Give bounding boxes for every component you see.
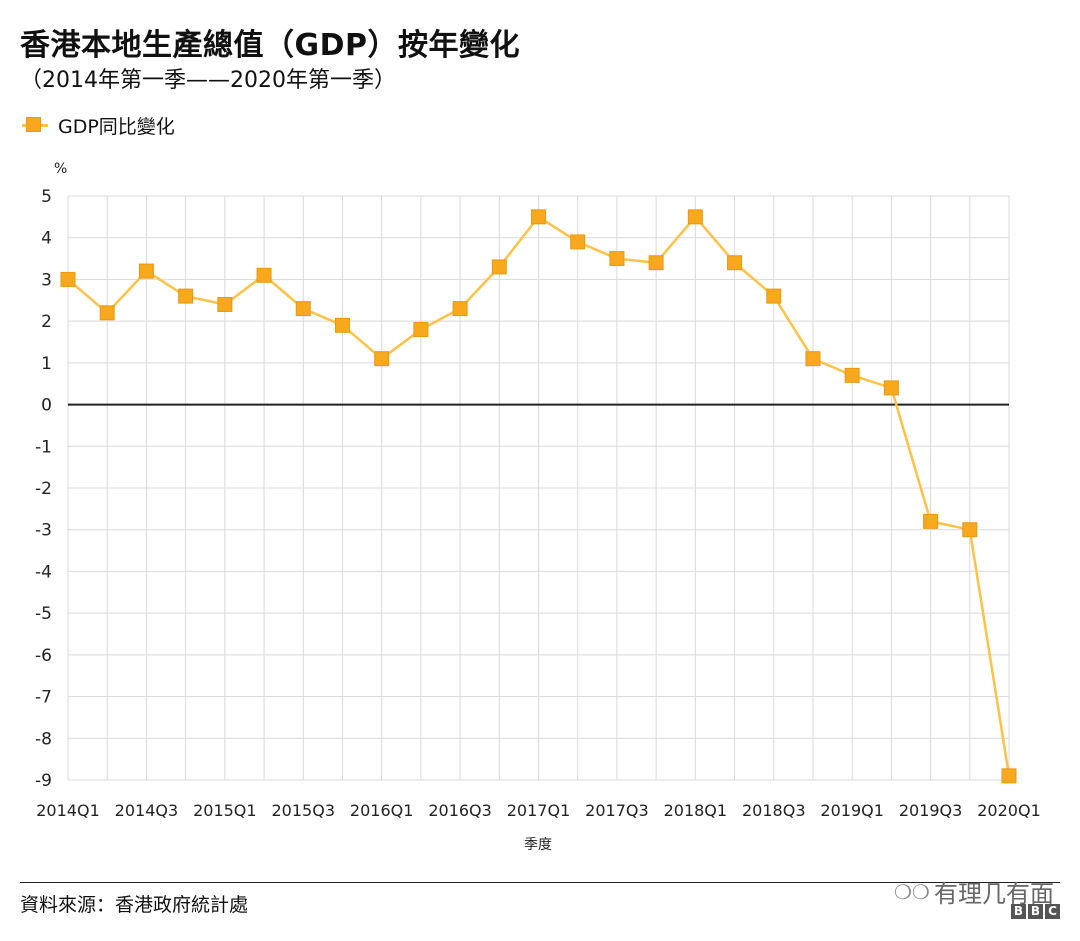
y-tick-label: 1: [41, 354, 52, 374]
data-point-marker: [138, 263, 154, 279]
data-point-marker: [295, 301, 311, 317]
line-chart: 5 4 3 2 1 0 -1 -2 -3 -4 -5 -6 -7 -8 -9% 2014Q1 2014Q3 201…: [35, 161, 1041, 853]
bbc-logo: B B C: [1011, 904, 1060, 919]
data-point-marker: [844, 367, 860, 383]
data-point-marker: [178, 288, 194, 304]
y-tick-label: 5: [41, 187, 52, 207]
x-tick-label: 2015Q1: [193, 801, 257, 820]
wechat-icon: ❍❍: [894, 879, 930, 904]
x-tick-label: 2017Q3: [585, 801, 649, 820]
data-point-marker: [374, 351, 390, 367]
legend-label: GDP同比變化: [58, 115, 175, 138]
bbc-letter: B: [1028, 904, 1043, 919]
y-tick-label: -4: [35, 562, 52, 582]
data-point-marker: [609, 251, 625, 267]
data-point-marker: [413, 321, 429, 337]
data-point-marker: [805, 351, 821, 367]
chart-subtitle: （2014年第一季——2020年第一季）: [20, 68, 396, 93]
data-point-marker: [60, 271, 76, 287]
y-tick-label: 0: [41, 396, 52, 416]
data-point-marker: [923, 513, 939, 529]
x-tick-label: 2016Q3: [428, 801, 492, 820]
y-tick-label: -3: [35, 521, 52, 541]
y-tick-label: -2: [35, 479, 52, 499]
watermark-text: 有理几有面: [934, 880, 1054, 908]
data-point-marker: [766, 288, 782, 304]
x-tick-label: 2014Q1: [36, 801, 100, 820]
data-point-marker: [256, 267, 272, 283]
bbc-letter: B: [1011, 904, 1026, 919]
y-tick-label: 4: [41, 229, 52, 249]
legend-marker-icon: [22, 117, 48, 133]
x-tick-label: 2017Q1: [507, 801, 571, 820]
data-point-marker: [727, 255, 743, 271]
data-point-marker: [570, 234, 586, 250]
y-tick-label: -7: [35, 688, 52, 708]
data-point-marker: [99, 305, 115, 321]
x-tick-label: 2018Q3: [742, 801, 806, 820]
x-tick-label: 2018Q1: [664, 801, 728, 820]
x-tick-label: 2020Q1: [977, 801, 1041, 820]
x-tick-label: 2019Q3: [899, 801, 963, 820]
source-note: 資料來源：香港政府統計處: [20, 894, 249, 916]
data-point-marker: [1001, 768, 1017, 784]
y-tick-label: 3: [41, 270, 52, 290]
legend: GDP同比變化: [22, 114, 175, 138]
data-point-marker: [452, 301, 468, 317]
footer-divider: [20, 882, 1060, 883]
data-point-marker: [491, 259, 507, 275]
y-tick-label: -8: [35, 729, 52, 749]
data-point-marker: [687, 209, 703, 225]
data-point-marker: [334, 317, 350, 333]
y-tick-label: 2: [41, 312, 52, 332]
bbc-letter: C: [1045, 904, 1060, 919]
x-tick-label: 2014Q3: [115, 801, 179, 820]
x-axis-label: 季度: [524, 837, 552, 853]
x-tick-label: 2019Q1: [820, 801, 884, 820]
data-point-marker: [531, 209, 546, 225]
watermark: ❍❍ 有理几有面: [894, 874, 1054, 909]
data-point-marker: [648, 255, 664, 271]
data-point-marker: [217, 296, 233, 312]
y-tick-label: -1: [35, 437, 52, 457]
y-tick-label: -5: [35, 604, 52, 624]
y-axis-unit: %: [54, 161, 67, 177]
x-tick-label: 2016Q1: [350, 801, 414, 820]
data-point-marker: [883, 380, 899, 396]
y-tick-label: -6: [35, 646, 52, 666]
y-tick-label: -9: [35, 771, 52, 791]
data-point-marker: [962, 522, 978, 538]
chart-title: 香港本地生產總值（GDP）按年變化: [20, 28, 521, 63]
x-tick-label: 2015Q3: [272, 801, 336, 820]
